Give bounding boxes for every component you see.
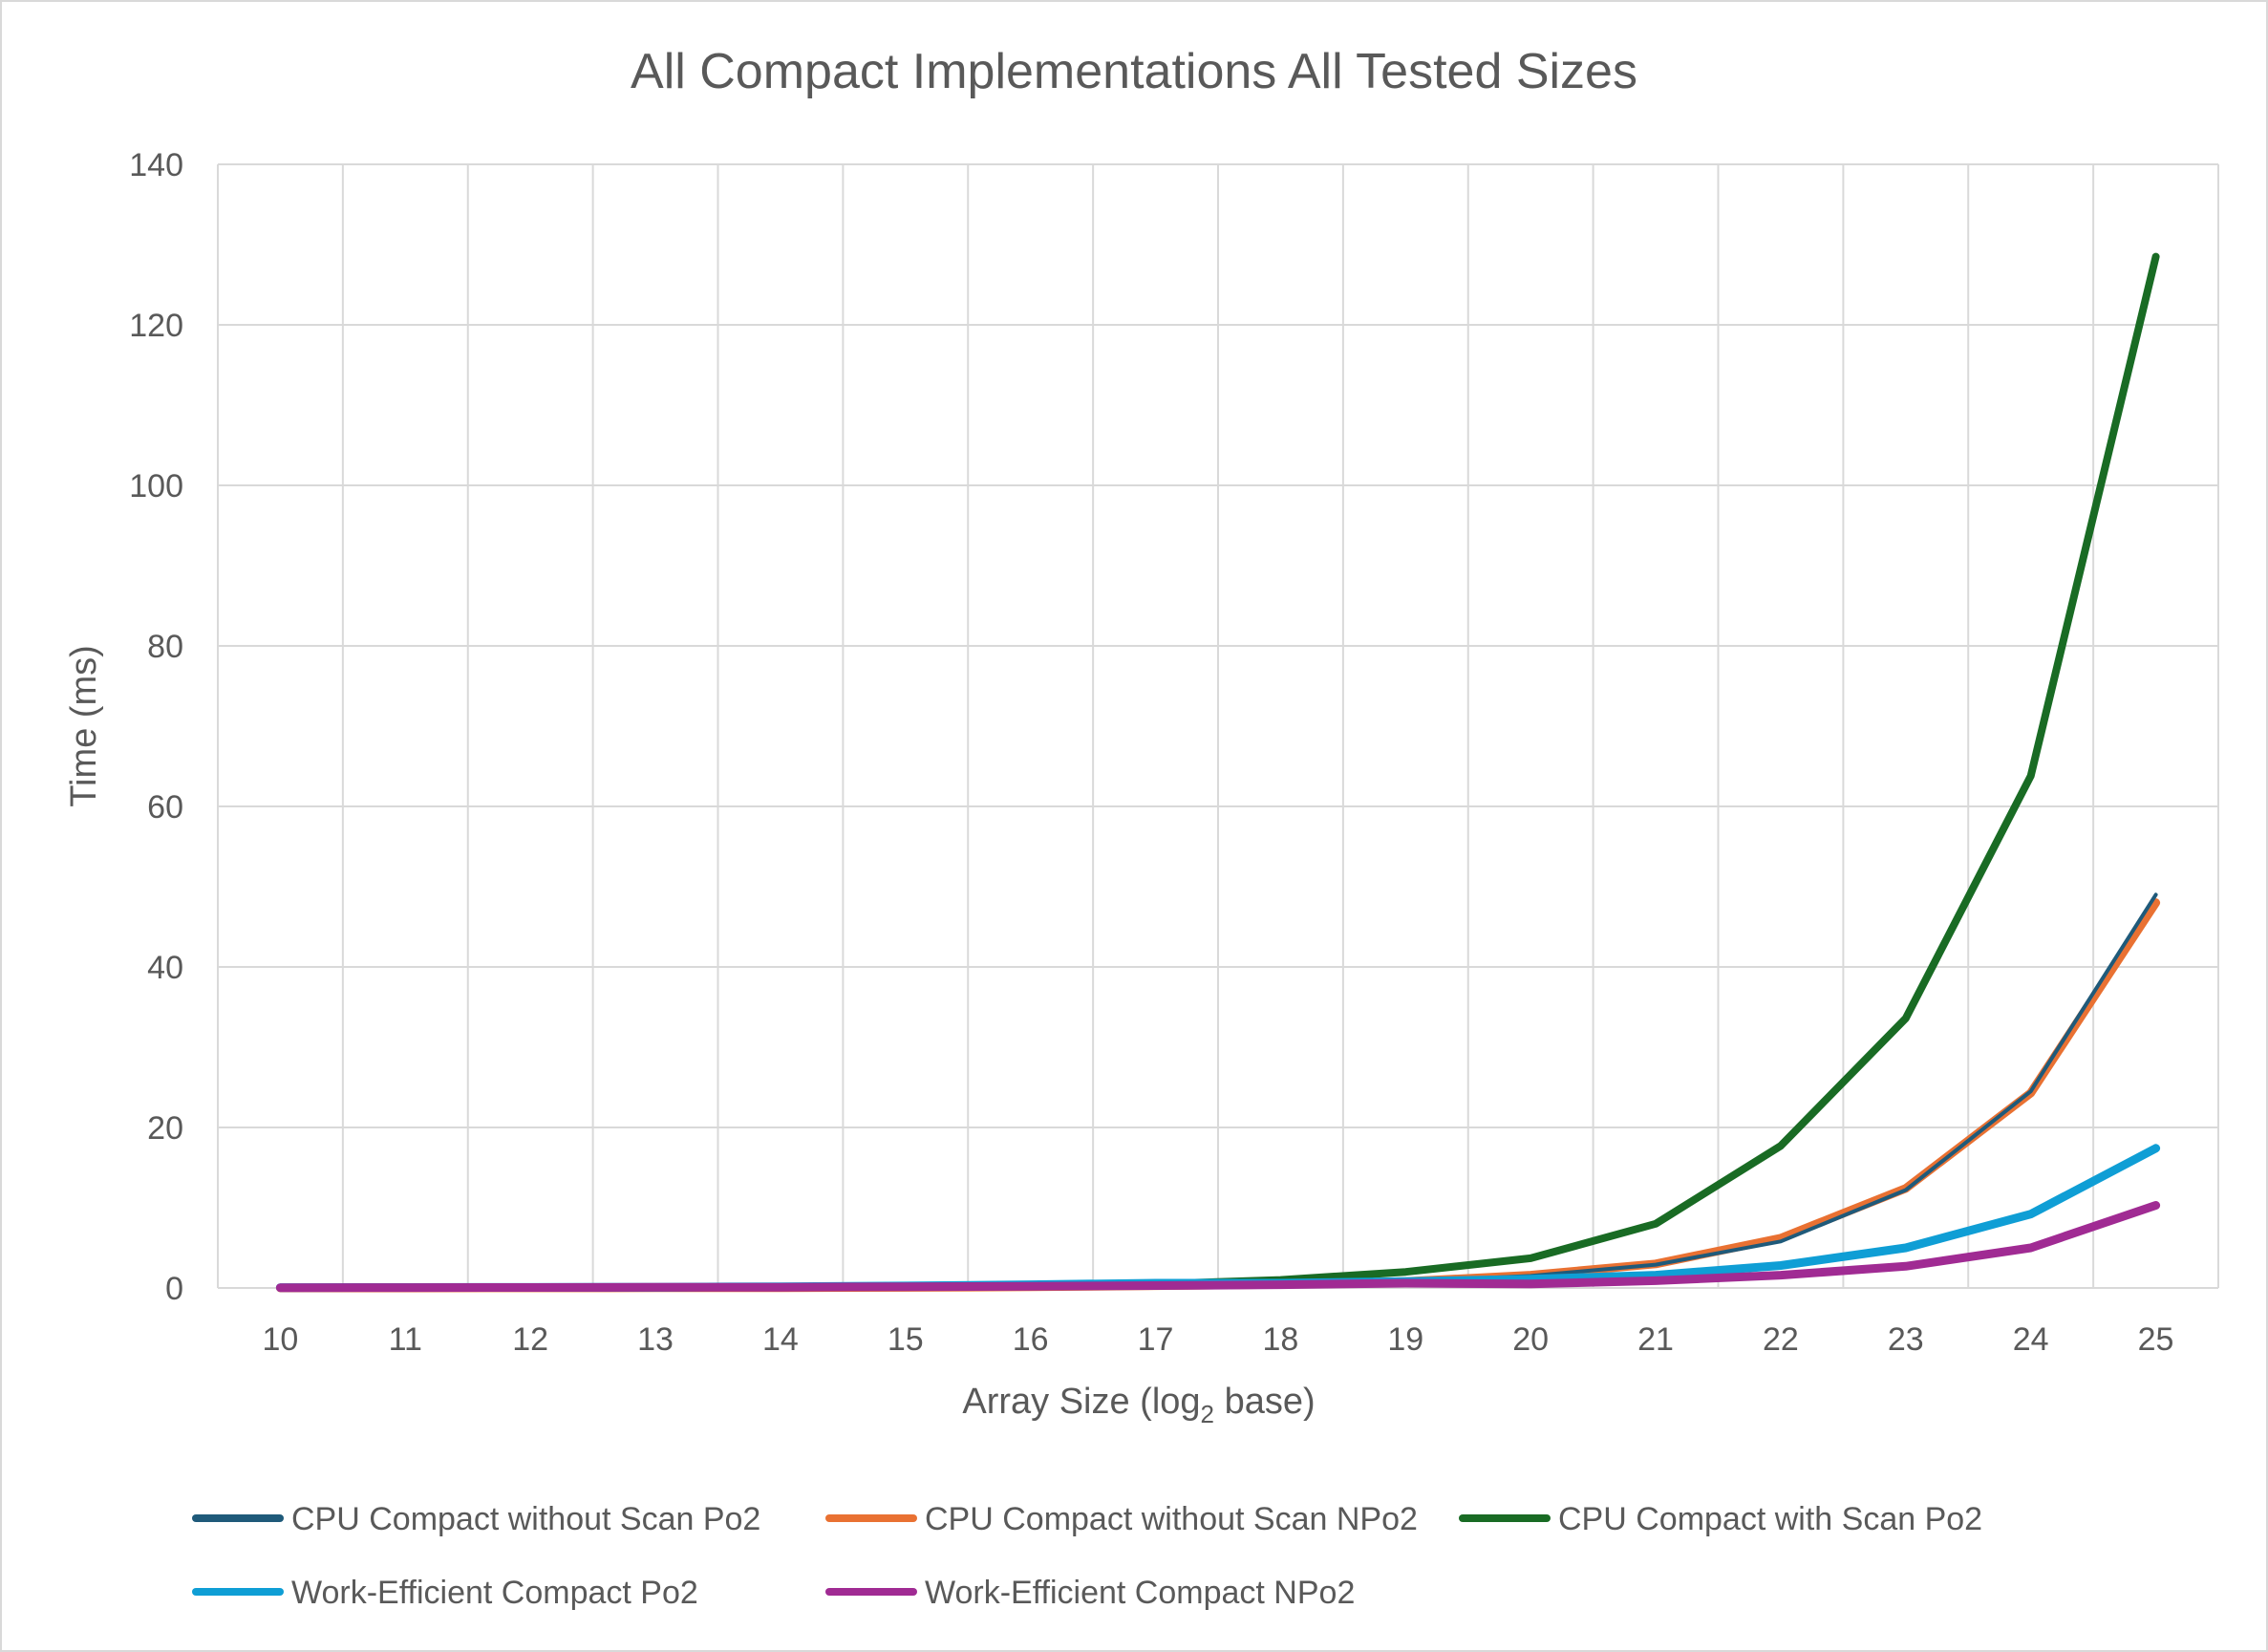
legend: CPU Compact without Scan Po2 CPU Compact … — [192, 1501, 1982, 1611]
y-tick-label: 120 — [129, 308, 183, 344]
x-tick-label: 15 — [888, 1321, 924, 1358]
y-tick-label: 40 — [147, 950, 183, 986]
x-tick-label: 14 — [762, 1321, 799, 1358]
legend-item: Work-Efficient Compact NPo2 — [825, 1575, 1355, 1611]
x-tick-label: 17 — [1138, 1321, 1174, 1358]
x-tick-label: 13 — [637, 1321, 674, 1358]
legend-label: CPU Compact without Scan NPo2 — [925, 1501, 1418, 1537]
legend-label: Work-Efficient Compact NPo2 — [925, 1575, 1355, 1611]
legend-label: Work-Efficient Compact Po2 — [291, 1575, 698, 1611]
x-tick-label: 20 — [1512, 1321, 1549, 1358]
y-tick-label: 140 — [129, 147, 183, 183]
x-tick-label: 25 — [2138, 1321, 2174, 1358]
x-axis-title: Array Size (log2 base) — [962, 1382, 1315, 1428]
legend-label: CPU Compact without Scan Po2 — [291, 1501, 760, 1537]
series-line-5 — [275, 1201, 2161, 1293]
x-tick-label: 23 — [1888, 1321, 1924, 1358]
chart-title: All Compact Implementations All Tested S… — [631, 44, 1637, 99]
x-tick-label: 21 — [1637, 1321, 1674, 1358]
y-tick-label: 60 — [147, 789, 183, 826]
y-axis-title: Time (ms) — [64, 645, 104, 807]
legend-item: Work-Efficient Compact Po2 — [192, 1575, 698, 1611]
y-tick-label: 0 — [165, 1271, 183, 1307]
x-axis-title-suffix: base) — [1214, 1382, 1316, 1422]
legend-item: CPU Compact without Scan Po2 — [192, 1501, 760, 1537]
y-tick-label: 80 — [147, 629, 183, 665]
x-axis-ticks: 10 11 12 13 14 15 16 17 18 19 20 21 22 23 24 25 — [263, 1321, 2174, 1358]
legend-item: CPU Compact without Scan NPo2 — [825, 1501, 1418, 1537]
legend-label: CPU Compact with Scan Po2 — [1558, 1501, 1982, 1537]
x-tick-label: 18 — [1263, 1321, 1299, 1358]
y-axis-ticks: 0 20 40 60 80 100 120 140 — [129, 147, 183, 1307]
y-tick-label: 100 — [129, 468, 183, 504]
series-lines — [275, 252, 2161, 1293]
x-tick-label: 11 — [389, 1321, 422, 1358]
x-tick-label: 12 — [512, 1321, 548, 1358]
x-tick-label: 10 — [263, 1321, 299, 1358]
x-axis-title-subscript: 2 — [1201, 1400, 1214, 1428]
x-tick-label: 16 — [1013, 1321, 1049, 1358]
x-tick-label: 24 — [2013, 1321, 2049, 1358]
y-tick-label: 20 — [147, 1110, 183, 1147]
gridlines — [217, 163, 2219, 1289]
x-tick-label: 22 — [1763, 1321, 1799, 1358]
legend-item: CPU Compact with Scan Po2 — [1459, 1501, 1982, 1537]
x-axis-title-main: Array Size (log — [962, 1382, 1200, 1422]
x-tick-label: 19 — [1387, 1321, 1423, 1358]
